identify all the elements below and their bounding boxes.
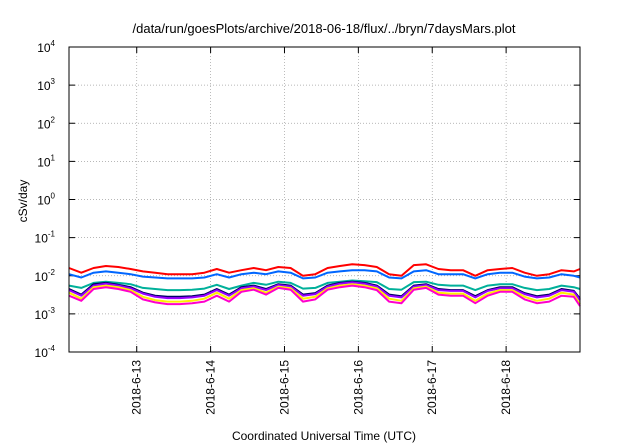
chart-title: /data/run/goesPlots/archive/2018-06-18/f… (133, 21, 516, 36)
series-line-5 (68, 281, 581, 301)
y-tick-label: 103 (37, 77, 55, 93)
x-tick-labels: 2018-6-13 2018-6-14 2018-6-15 2018-6-16 2018… (130, 360, 513, 415)
y-tick-label: 10-2 (35, 268, 56, 284)
x-tick-label: 2018-6-13 (130, 360, 144, 415)
series-line-1 (68, 263, 581, 277)
y-tick-label: 10-1 (35, 230, 56, 246)
y-axis-label: cSv/day (16, 180, 30, 223)
series-line-6 (68, 283, 581, 305)
y-tick-labels: 104 103 102 101 100 10-1 10-2 10-3 10-4 (35, 39, 56, 360)
series-line-7 (68, 284, 581, 307)
plot-frame (68, 46, 581, 353)
y-tick-label: 10-3 (35, 306, 56, 322)
series-line-2 (68, 269, 581, 280)
y-tick-label: 102 (37, 115, 55, 131)
y-tick-label: 104 (37, 39, 55, 55)
series-line-3 (68, 279, 581, 292)
x-tick-label: 2018-6-17 (425, 360, 439, 415)
y-tick-label: 100 (37, 192, 55, 208)
x-tick-label: 2018-6-15 (277, 360, 291, 415)
y-tick-label: 10-4 (35, 344, 56, 360)
series-lines (68, 263, 581, 307)
x-tick-label: 2018-6-18 (499, 360, 513, 415)
x-axis-label: Coordinated Universal Time (UTC) (232, 429, 416, 443)
x-tick-label: 2018-6-16 (351, 360, 365, 415)
x-tick-label: 2018-6-14 (204, 360, 218, 415)
y-tick-label: 101 (37, 153, 55, 169)
grid-lines (69, 46, 580, 353)
